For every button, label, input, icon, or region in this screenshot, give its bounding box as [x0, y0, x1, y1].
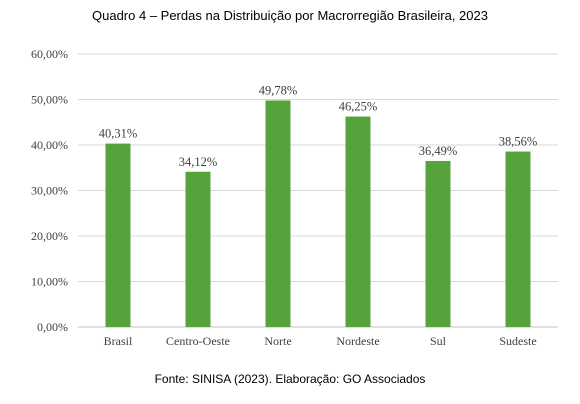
category-label: Brasil [104, 334, 133, 348]
category-label: Norte [264, 334, 291, 348]
bars [105, 100, 531, 327]
chart-title: Quadro 4 – Perdas na Distribuição por Ma… [92, 8, 488, 23]
y-tick-label: 60,00% [31, 47, 68, 61]
data-label: 46,25% [339, 100, 378, 114]
bar-centro-oeste [185, 171, 211, 327]
y-tick-label: 0,00% [37, 320, 68, 334]
data-label: 38,56% [499, 135, 538, 149]
data-label: 36,49% [419, 144, 458, 158]
chart-source: Fonte: SINISA (2023). Elaboração: GO Ass… [154, 372, 426, 386]
y-tick-label: 20,00% [31, 229, 68, 243]
y-tick-label: 10,00% [31, 275, 68, 289]
category-label: Nordeste [336, 334, 379, 348]
y-tick-label: 50,00% [31, 93, 68, 107]
y-tick-label: 40,00% [31, 138, 68, 152]
data-label: 40,31% [99, 127, 138, 141]
y-tick-label: 30,00% [31, 184, 68, 198]
data-labels: 40,31% 34,12% 49,78% 46,25% 36,49% 38,56% [99, 84, 538, 169]
data-label: 49,78% [259, 84, 298, 98]
y-axis-tick-labels: 0,00% 10,00% 20,00% 30,00% 40,00% 50,00% 60,00… [31, 47, 68, 334]
category-label: Sul [430, 334, 447, 348]
bar-nordeste [345, 116, 371, 327]
bar-brasil [105, 143, 131, 327]
bar-norte [265, 100, 291, 327]
category-label: Sudeste [499, 334, 536, 348]
bar-sul [425, 160, 451, 327]
data-label: 34,12% [179, 155, 218, 169]
bar-sudeste [505, 151, 531, 327]
gridlines [78, 53, 558, 328]
category-labels: Brasil Centro-Oeste Norte Nordeste Sul Sudest… [104, 334, 537, 348]
category-label: Centro-Oeste [166, 334, 230, 348]
